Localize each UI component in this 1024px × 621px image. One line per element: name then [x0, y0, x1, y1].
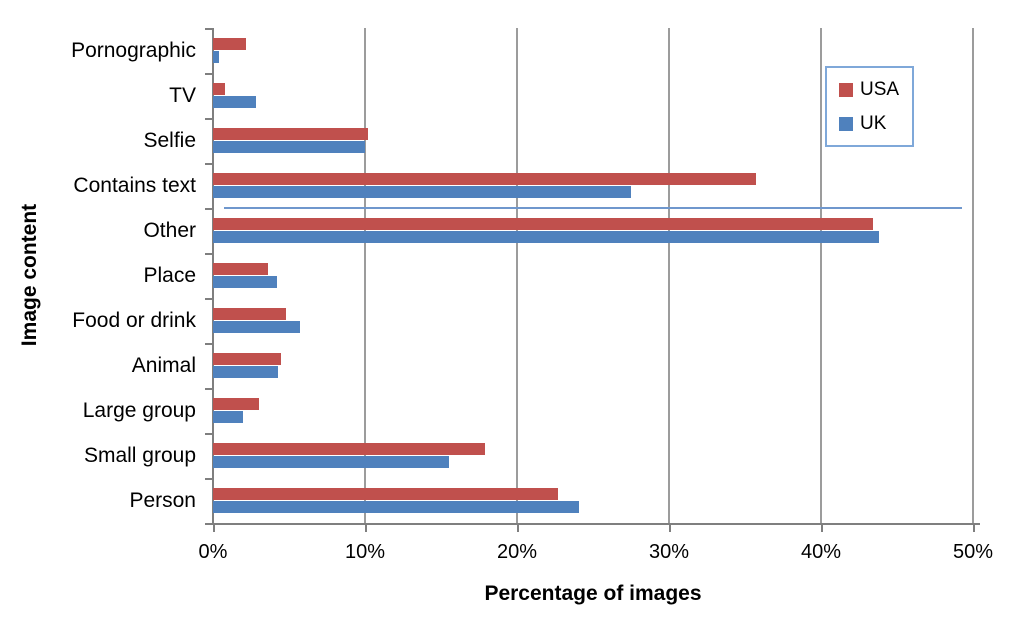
- bar-uk: [213, 96, 256, 108]
- plot-area: [213, 28, 974, 523]
- category-label: Person: [129, 489, 196, 512]
- x-axis-tick: [517, 524, 519, 532]
- x-tick-label: 30%: [648, 541, 690, 563]
- bar-usa: [213, 173, 756, 185]
- category-label: Place: [143, 264, 196, 287]
- category-label: Animal: [131, 354, 196, 377]
- legend: USA UK: [825, 66, 914, 147]
- y-axis-tick: [205, 118, 213, 120]
- legend-label: UK: [860, 113, 887, 134]
- y-axis-tick: [205, 73, 213, 75]
- category-label: Pornographic: [71, 39, 196, 62]
- category-label: Selfie: [143, 129, 196, 152]
- legend-item: UK: [839, 114, 912, 133]
- x-axis-title: Percentage of images: [484, 582, 702, 605]
- y-axis-tick: [205, 163, 213, 165]
- y-axis-tick: [205, 343, 213, 345]
- x-axis-tick: [213, 524, 215, 532]
- category-label: Large group: [82, 399, 196, 422]
- x-tick-label: 10%: [344, 541, 386, 563]
- bar-uk: [213, 366, 279, 378]
- bar-usa: [213, 398, 259, 410]
- x-tick-label: 50%: [952, 541, 994, 563]
- bar-usa: [213, 263, 268, 275]
- bar-usa: [213, 308, 286, 320]
- category-label: Small group: [83, 444, 196, 467]
- x-axis-tick: [973, 524, 975, 532]
- x-axis-line: [206, 523, 980, 525]
- bar-usa: [213, 218, 873, 230]
- x-axis-tick: [821, 524, 823, 532]
- y-axis-tick: [205, 28, 213, 30]
- gridline: [820, 28, 822, 523]
- y-axis-tick: [205, 208, 213, 210]
- artifact-line: [223, 207, 963, 209]
- bar-uk: [213, 186, 631, 198]
- x-axis-tick: [365, 524, 367, 532]
- legend-label: USA: [860, 79, 900, 100]
- bar-uk: [213, 141, 365, 153]
- bar-uk: [213, 411, 244, 423]
- gridline: [364, 28, 366, 523]
- gridline: [668, 28, 670, 523]
- bar-uk: [213, 231, 879, 243]
- bar-uk: [213, 501, 580, 513]
- bar-usa: [213, 353, 282, 365]
- category-label: Food or drink: [72, 309, 196, 332]
- y-axis-tick: [205, 388, 213, 390]
- legend-swatch-usa: [839, 82, 853, 97]
- bar-uk: [213, 321, 300, 333]
- y-axis-tick: [205, 253, 213, 255]
- bar-uk: [213, 456, 449, 468]
- legend-swatch-uk: [839, 116, 853, 131]
- y-axis-tick: [205, 433, 213, 435]
- bar-usa: [213, 83, 226, 95]
- y-axis-tick: [205, 298, 213, 300]
- category-label: TV: [169, 84, 196, 107]
- x-tick-label: 20%: [496, 541, 538, 563]
- legend-item: USA: [839, 80, 912, 99]
- bar-uk: [213, 51, 220, 63]
- category-axis-labels: Pornographic TV Selfie Contains text Other Pl…: [0, 28, 196, 523]
- bar-usa: [213, 488, 559, 500]
- x-axis-tick: [669, 524, 671, 532]
- x-tick-label: 40%: [800, 541, 842, 563]
- gridline: [972, 28, 974, 523]
- x-tick-label: 0%: [198, 541, 228, 563]
- bar-usa: [213, 128, 369, 140]
- bar-usa: [213, 443, 486, 455]
- category-label: Contains text: [73, 174, 196, 197]
- category-label: Other: [143, 219, 196, 242]
- y-axis-tick: [205, 523, 213, 525]
- bar-usa: [213, 38, 247, 50]
- gridline: [516, 28, 518, 523]
- bar-uk: [213, 276, 277, 288]
- y-axis-tick: [205, 478, 213, 480]
